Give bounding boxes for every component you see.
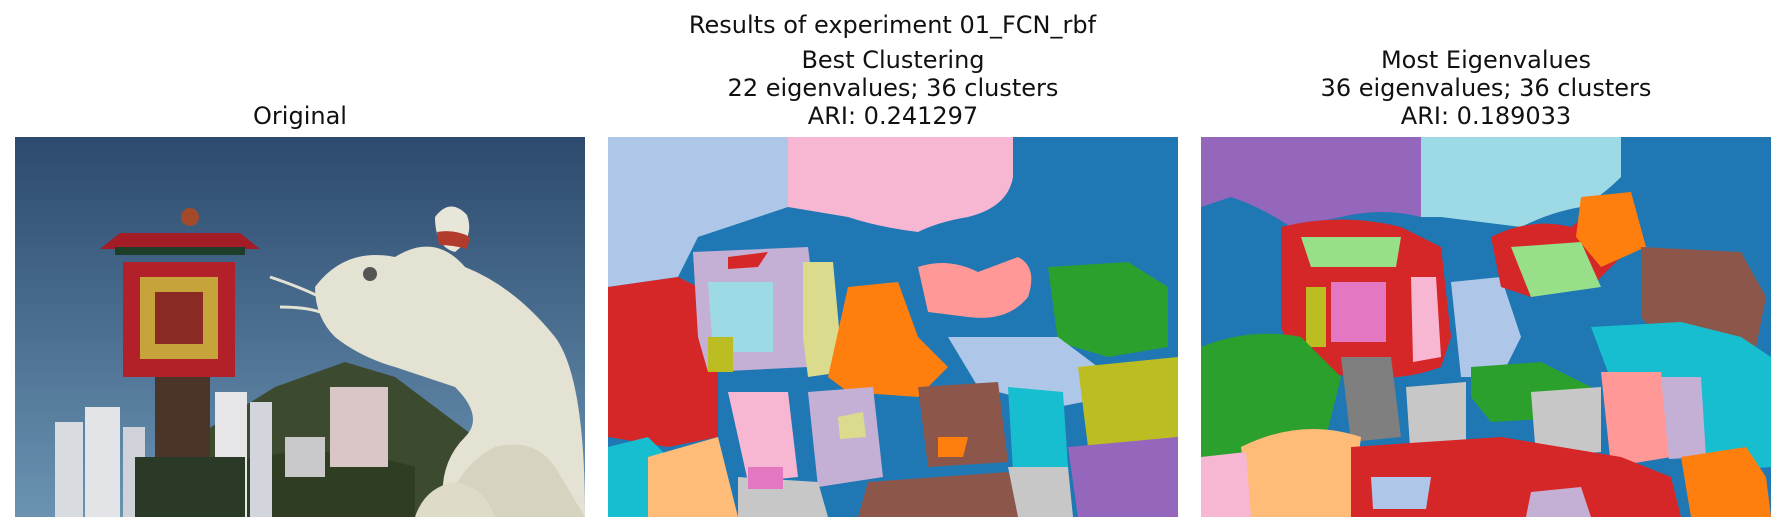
pagoda-inner (155, 292, 203, 344)
figure-suptitle: Results of experiment 01_FCN_rbf (688, 11, 1097, 39)
cluster-region (1008, 387, 1068, 472)
cluster-region (1576, 192, 1646, 267)
cluster-region (1526, 487, 1591, 517)
cluster-region (918, 257, 1032, 318)
cluster-region (708, 282, 773, 352)
most-eigenvalues-segmentation-image (1201, 137, 1771, 517)
cluster-region (1531, 387, 1601, 457)
cluster-region (1371, 477, 1431, 509)
panel-title-most-eigenvalues: Most Eigenvalues 36 eigenvalues; 36 clus… (1201, 46, 1771, 130)
cluster-region (748, 467, 783, 489)
pagoda-finial (181, 208, 199, 226)
cluster-region (1411, 277, 1441, 362)
cluster-region (648, 437, 738, 517)
building (285, 437, 325, 477)
building (330, 387, 388, 467)
cluster-region (1201, 333, 1341, 457)
best-clustering-panel (608, 137, 1178, 517)
cluster-region (788, 137, 1013, 232)
dragon-whisker (269, 275, 321, 299)
cluster-region (608, 137, 788, 287)
cluster-region (1068, 437, 1178, 517)
cluster-region (838, 412, 866, 439)
cluster-region (828, 282, 948, 397)
cluster-region (1661, 377, 1706, 459)
panel-title-line: ARI: 0.189033 (1400, 102, 1572, 130)
cluster-region (728, 392, 798, 482)
cluster-region (608, 277, 718, 447)
cluster-region (1241, 429, 1361, 517)
dragon-whisker (279, 305, 321, 314)
panel-title-best-clustering: Best Clustering 22 eigenvalues; 36 clust… (608, 46, 1178, 130)
cluster-region (1048, 262, 1168, 357)
cluster-region (1601, 372, 1671, 467)
cluster-region (1421, 137, 1621, 227)
panel-title-line: ARI: 0.241297 (807, 102, 979, 130)
building (85, 407, 120, 517)
panel-title-line: Original (253, 102, 347, 130)
most-eigenvalues-panel (1201, 137, 1771, 517)
dragon-claw (415, 482, 495, 517)
child-figure-clothing (437, 231, 470, 249)
original-image-panel (15, 137, 585, 517)
building (55, 422, 83, 517)
cluster-region (1451, 277, 1521, 377)
cluster-region (1201, 452, 1251, 517)
cluster-region (728, 252, 768, 269)
best-clustering-segmentation-image (608, 137, 1178, 517)
panel-title-line: 22 eigenvalues; 36 clusters (727, 74, 1059, 102)
cluster-region (1201, 137, 1421, 227)
panel-title-line: Most Eigenvalues (1380, 46, 1592, 74)
pagoda-roof-trim (115, 247, 245, 255)
dragon-eye (363, 267, 377, 281)
cluster-region (1008, 467, 1073, 517)
cluster-region (1301, 237, 1401, 267)
cluster-region (1681, 447, 1771, 517)
panel-title-line: 36 eigenvalues; 36 clusters (1320, 74, 1652, 102)
panel-title-original: Original (15, 102, 585, 130)
cluster-region (1511, 242, 1601, 297)
cluster-region (1078, 357, 1178, 447)
cluster-region (938, 437, 968, 457)
cluster-region (803, 262, 843, 377)
cluster-region (1331, 282, 1386, 342)
cluster-region (1306, 287, 1326, 347)
cluster-region (1351, 437, 1681, 517)
pagoda-base (135, 457, 245, 517)
panel-title-line: Best Clustering (801, 46, 985, 74)
pagoda-roof (100, 233, 260, 249)
building (250, 402, 272, 517)
cluster-region (858, 472, 1028, 517)
original-photo-image (15, 137, 585, 517)
cluster-region (1341, 357, 1401, 442)
cluster-region (708, 337, 733, 372)
